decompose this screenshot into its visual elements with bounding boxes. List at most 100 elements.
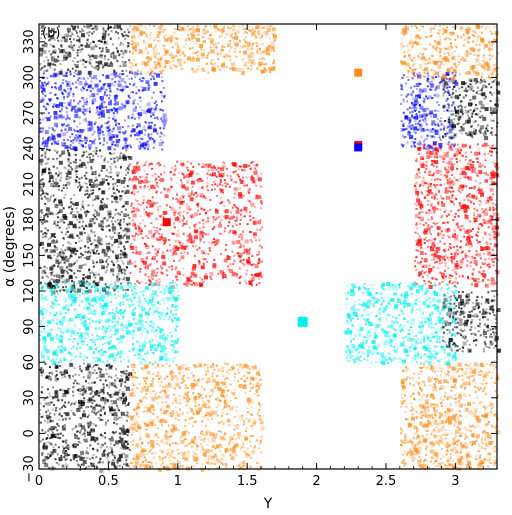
scatter-mark — [494, 238, 497, 241]
scatter-mark — [72, 414, 75, 416]
scatter-mark — [198, 261, 201, 264]
scatter-mark — [450, 182, 453, 185]
scatter-mark — [55, 279, 60, 284]
scatter-mark — [429, 182, 432, 185]
scatter-mark — [206, 182, 209, 185]
scatter-mark — [479, 254, 482, 257]
scatter-mark — [111, 82, 114, 85]
scatter-mark — [114, 201, 117, 204]
scatter-mark — [443, 79, 445, 82]
scatter-mark — [69, 255, 72, 258]
scatter-mark — [84, 257, 87, 259]
scatter-mark — [425, 145, 430, 150]
scatter-mark — [153, 347, 158, 352]
scatter-mark — [125, 149, 128, 152]
scatter-mark — [476, 234, 479, 237]
scatter-mark — [48, 375, 51, 378]
scatter-mark — [492, 225, 497, 230]
scatter-mark — [448, 276, 451, 279]
scatter-mark — [53, 58, 58, 63]
scatter-mark — [197, 259, 200, 262]
scatter-mark — [119, 219, 122, 222]
scatter-mark — [494, 103, 497, 106]
scatter-mark — [75, 454, 77, 456]
scatter-mark — [171, 166, 174, 169]
scatter-mark — [106, 364, 108, 367]
scatter-mark — [419, 105, 424, 110]
scatter-mark — [481, 144, 484, 147]
scatter-mark — [73, 38, 75, 41]
scatter-mark — [59, 388, 62, 391]
scatter-mark — [83, 227, 85, 230]
scatter-mark — [51, 128, 54, 131]
scatter-mark — [449, 184, 452, 187]
scatter-mark — [437, 232, 439, 235]
scatter-mark — [125, 464, 128, 466]
scatter-mark — [82, 105, 85, 108]
scatter-mark — [182, 232, 185, 235]
scatter-mark — [53, 245, 56, 248]
scatter-mark — [171, 281, 174, 284]
scatter-mark — [77, 388, 82, 393]
scatter-mark — [57, 39, 60, 42]
scatter-mark — [92, 154, 95, 157]
scatter-mark — [49, 284, 54, 289]
scatter-mark — [455, 198, 458, 200]
scatter-mark — [88, 283, 91, 286]
scatter-mark — [94, 209, 97, 212]
scatter-mark — [47, 418, 49, 421]
scatter-mark — [243, 264, 246, 267]
scatter-mark — [219, 232, 222, 235]
scatter-mark — [146, 142, 149, 145]
scatter-mark — [77, 24, 79, 27]
scatter-mark — [219, 270, 224, 275]
scatter-mark — [76, 408, 79, 410]
scatter-mark — [228, 231, 231, 234]
scatter-mark — [252, 275, 255, 278]
scatter-mark — [60, 44, 62, 47]
scatter-mark — [39, 266, 42, 269]
scatter-mark — [223, 258, 228, 263]
scatter-mark — [449, 190, 452, 193]
scatter-mark — [72, 139, 75, 142]
scatter-mark — [487, 219, 492, 224]
scatter-mark — [126, 223, 129, 226]
scatter-mark — [52, 134, 55, 137]
scatter-mark — [425, 182, 428, 185]
scatter-mark — [443, 81, 448, 86]
scatter-mark — [415, 204, 418, 207]
scatter-mark — [98, 174, 101, 177]
scatter-mark — [84, 245, 87, 248]
scatter-mark — [137, 225, 140, 228]
scatter-mark — [90, 405, 93, 408]
scatter-mark — [163, 187, 165, 189]
scatter-mark — [427, 218, 430, 221]
scatter-mark — [438, 82, 441, 85]
scatter-mark — [445, 189, 448, 192]
scatter-mark — [493, 237, 496, 240]
scatter-mark — [100, 126, 103, 128]
scatter-mark — [444, 188, 447, 191]
scatter-mark — [60, 231, 63, 234]
scatter-mark — [129, 282, 132, 284]
scatter-mark — [135, 251, 138, 254]
scatter-mark — [180, 252, 183, 255]
scatter-mark — [70, 201, 73, 204]
scatter-mark — [481, 164, 484, 167]
scatter-mark — [158, 236, 163, 241]
scatter-mark — [425, 160, 428, 163]
scatter-mark — [43, 442, 45, 445]
scatter-mark — [113, 456, 116, 459]
scatter-mark — [125, 70, 128, 72]
scatter-mark — [63, 221, 66, 224]
scatter-mark — [129, 271, 132, 274]
scatter-mark — [115, 239, 118, 242]
scatter-mark — [423, 196, 426, 199]
scatter-mark — [80, 450, 85, 455]
scatter-mark — [191, 190, 193, 193]
scatter-mark — [167, 188, 170, 190]
scatter-mark — [53, 396, 56, 399]
scatter-mark — [473, 220, 476, 223]
scatter-mark — [410, 86, 413, 89]
scatter-mark — [155, 100, 158, 103]
